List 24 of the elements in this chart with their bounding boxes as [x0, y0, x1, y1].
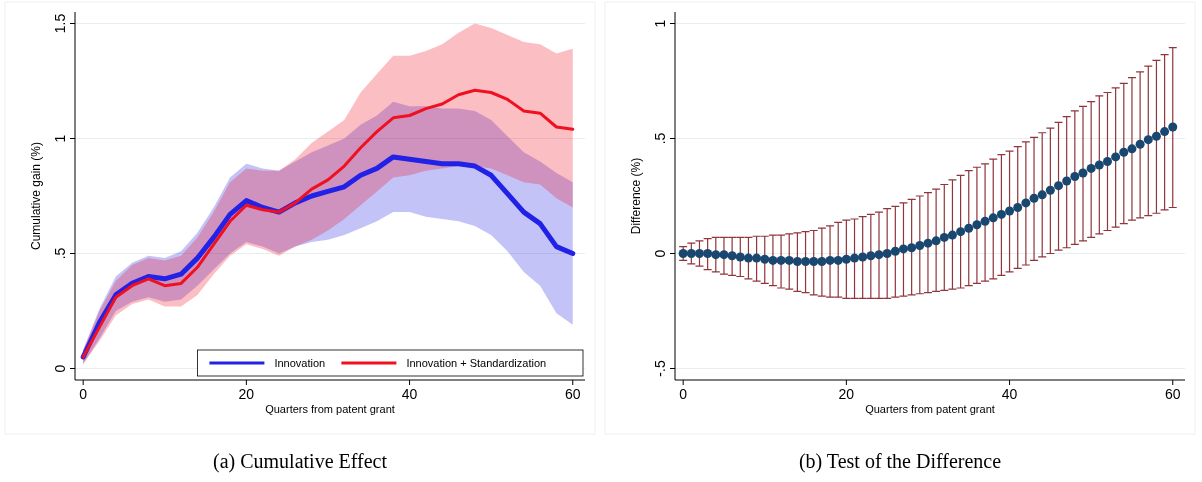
y-axis-title: Difference (%) [629, 157, 643, 235]
x-tick-label: 20 [838, 386, 855, 402]
y-tick-label: 0 [52, 364, 68, 373]
x-tick-label: 40 [1001, 386, 1018, 402]
y-tick-label: 1 [52, 134, 68, 143]
x-tick-label: 0 [679, 386, 688, 402]
y-tick-label: -.5 [652, 360, 668, 377]
legend-label: Innovation + Standardization [406, 357, 547, 369]
x-tick-label: 40 [401, 386, 418, 402]
x-tick-label: 0 [79, 386, 88, 402]
y-tick-label: .5 [652, 132, 668, 145]
x-tick-label: 60 [564, 386, 581, 402]
y-tick-label: .5 [52, 247, 68, 260]
text: (b) Test of the Difference [798, 450, 1002, 473]
x-axis-title: Quarters from patent grant [265, 403, 395, 415]
x-tick-label: 60 [1164, 386, 1181, 402]
y-tick-label: 0 [652, 249, 668, 258]
text: (a) Cumulative Effect [212, 450, 388, 473]
x-axis-title: Quarters from patent grant [865, 403, 995, 415]
x-tick-label: 20 [238, 386, 255, 402]
y-tick-label: 1.5 [52, 13, 68, 34]
y-axis-title: Cumulative gain (%) [29, 141, 43, 251]
legend-label: Innovation [274, 357, 326, 369]
y-tick-label: 1 [652, 19, 668, 28]
